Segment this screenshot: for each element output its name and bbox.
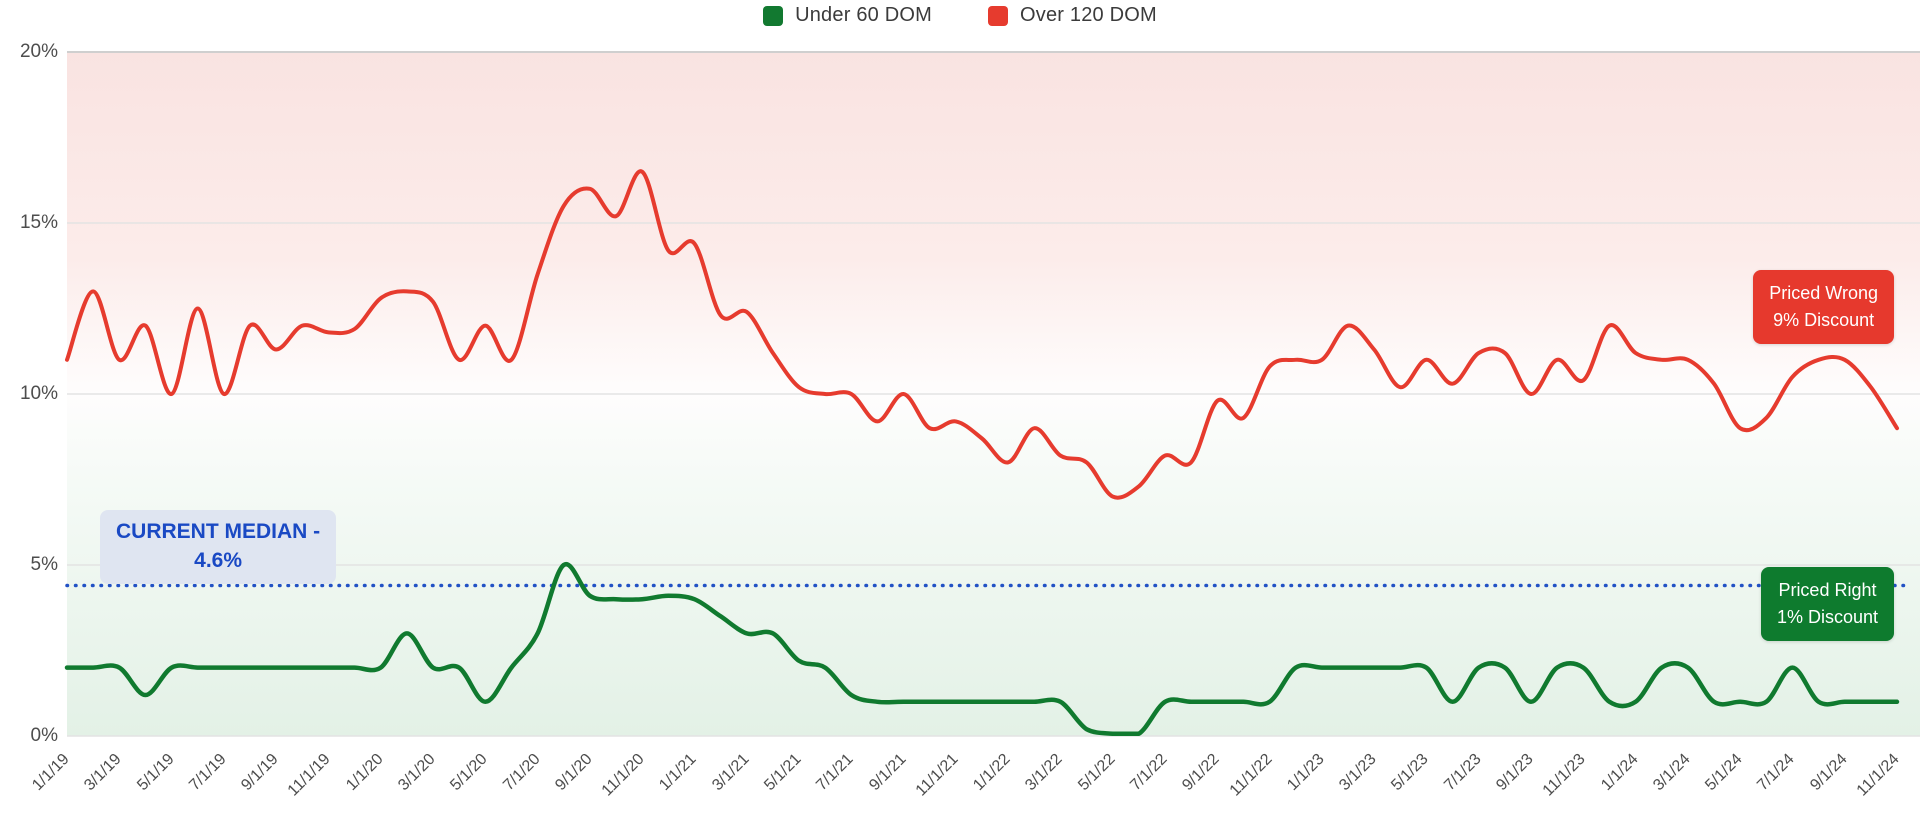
y-tick-label-5%: 5% bbox=[30, 554, 58, 575]
legend-item-over-120-dom[interactable]: Over 120 DOM bbox=[988, 4, 1157, 27]
priced-right-badge: Priced Right 1% Discount bbox=[1760, 567, 1894, 641]
legend: Under 60 DOM Over 120 DOM bbox=[0, 4, 1920, 27]
priced-right-line1: Priced Right bbox=[1778, 580, 1877, 600]
priced-wrong-badge: Priced Wrong 9% Discount bbox=[1753, 270, 1894, 344]
y-tick-label-10%: 10% bbox=[19, 383, 58, 404]
priced-right-line2: 1% Discount bbox=[1776, 607, 1878, 627]
y-tick-label-0%: 0% bbox=[30, 725, 58, 746]
y-tick-label-20%: 20% bbox=[19, 41, 58, 62]
current-median-text: CURRENT MEDIAN - bbox=[116, 520, 321, 543]
current-median-value: 4.6% bbox=[194, 549, 243, 573]
priced-wrong-line1: Priced Wrong bbox=[1769, 283, 1878, 303]
priced-wrong-line2: 9% Discount bbox=[1773, 310, 1875, 330]
y-tick-label-15%: 15% bbox=[19, 212, 58, 233]
legend-label-under-60-dom: Under 60 DOM bbox=[795, 4, 932, 26]
series-line-over-120-dom bbox=[65, 169, 1899, 500]
legend-label-over-120-dom: Over 120 DOM bbox=[1020, 4, 1157, 26]
legend-swatch-red-icon bbox=[988, 5, 1008, 26]
series-line-under-60-dom bbox=[64, 562, 1900, 736]
legend-item-under-60-dom[interactable]: Under 60 DOM bbox=[763, 4, 932, 27]
current-median-annotation: CURRENT MEDIAN - 4.6% bbox=[100, 510, 337, 584]
legend-swatch-green-icon bbox=[763, 5, 784, 26]
